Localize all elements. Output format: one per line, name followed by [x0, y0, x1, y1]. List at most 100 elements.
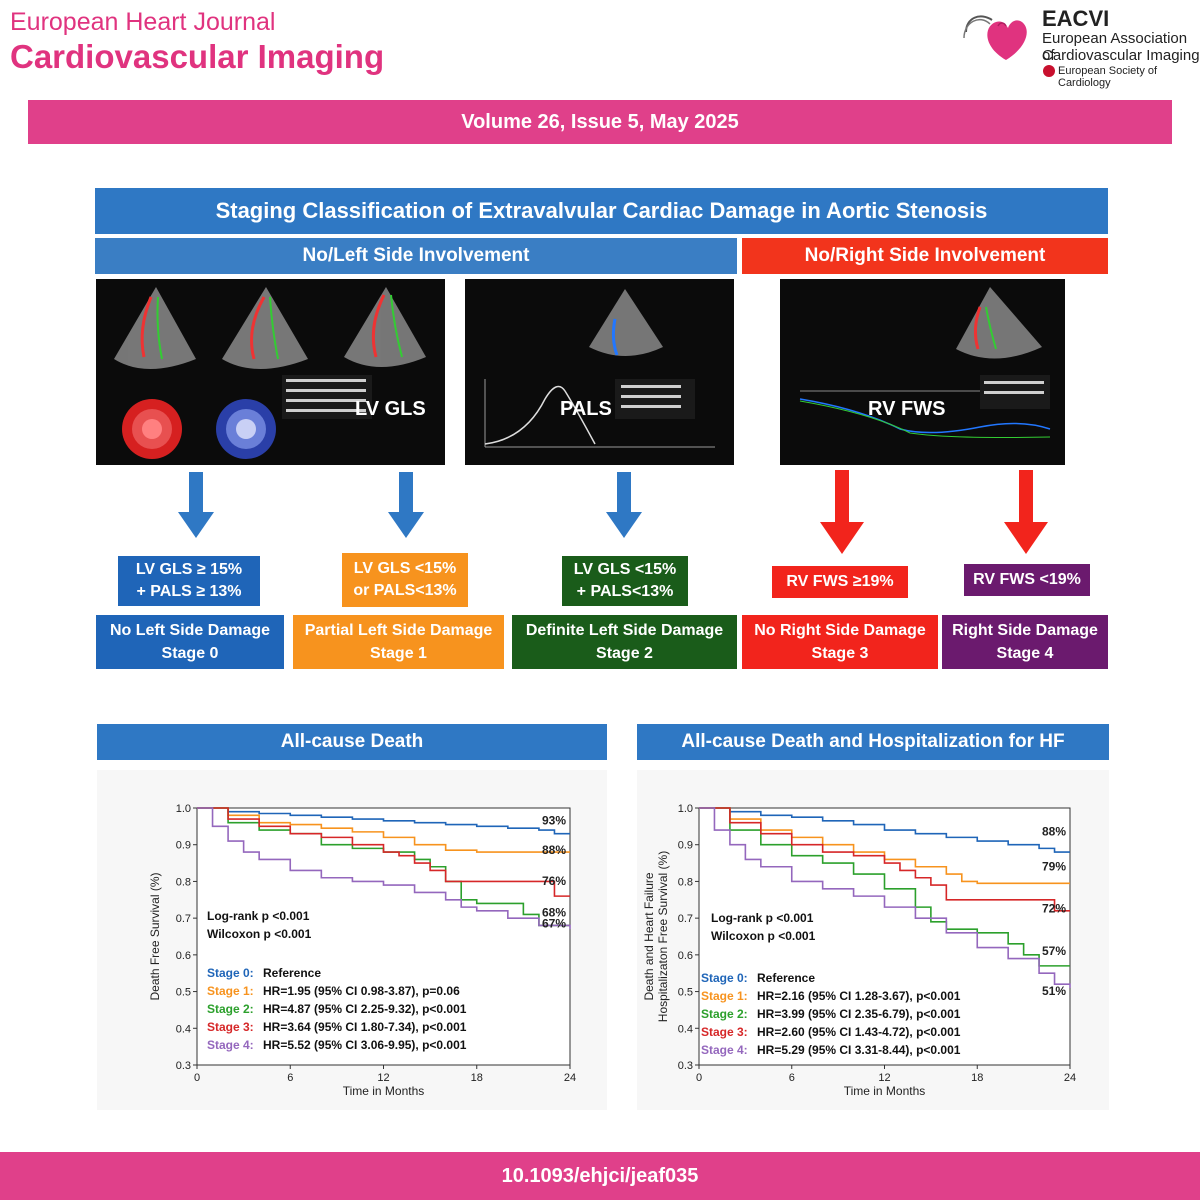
x-tick-label: 12 — [878, 1072, 890, 1084]
stage-number: Stage 1 — [370, 645, 427, 662]
legend-hr-4: HR=5.52 (95% CI 3.06-9.95), p<0.001 — [263, 1038, 467, 1052]
legend-stage-3: Stage 3: — [207, 1020, 254, 1034]
arrow-down-icon — [1004, 470, 1048, 556]
legend-hr-2: HR=3.99 (95% CI 2.35-6.79), p<0.001 — [757, 1007, 961, 1021]
y-tick-label: 0.9 — [678, 840, 693, 852]
stat-text: Log-rank p <0.001 — [207, 909, 310, 923]
km-curve-4 — [197, 807, 571, 930]
arrow-down-icon — [386, 472, 426, 542]
stage-number: Stage 0 — [161, 645, 219, 662]
criteria-line: + PALS ≥ 13% — [136, 583, 242, 600]
stage-name: No Left Side Damage — [109, 622, 271, 639]
km-curve-0 — [699, 807, 1070, 853]
legend-hr-3: HR=3.64 (95% CI 1.80-7.34), p<0.001 — [263, 1020, 467, 1034]
x-axis-label: Time in Months — [844, 1084, 926, 1098]
y-tick-label: 0.6 — [176, 950, 191, 962]
y-tick-label: 1.0 — [678, 803, 693, 815]
stage-name: Right Side Damage — [952, 622, 1098, 639]
stage2-box: Definite Left Side Damage Stage 2 — [512, 615, 737, 669]
stage0-box: No Left Side Damage Stage 0 — [96, 615, 284, 669]
end-label: 76% — [542, 874, 566, 888]
x-tick-label: 6 — [287, 1072, 293, 1084]
km-right-title: All-cause Death and Hospitalization for … — [637, 724, 1109, 760]
legend-hr-1: HR=1.95 (95% CI 0.98-3.87), p=0.06 — [263, 984, 460, 998]
criteria-line: RV FWS <19% — [973, 571, 1081, 588]
rv-fws-echo-image — [780, 279, 1065, 465]
y-tick-label: 0.3 — [176, 1060, 191, 1072]
criteria-stage0: LV GLS ≥ 15% + PALS ≥ 13% — [118, 556, 260, 606]
legend-stage-3: Stage 3: — [701, 1025, 748, 1039]
right-involvement-header: No/Right Side Involvement — [742, 238, 1108, 274]
arrow-down-icon — [604, 472, 644, 542]
pals-label: PALS — [560, 398, 612, 420]
rv-fws-label: RV FWS — [868, 398, 946, 420]
stage-name: Partial Left Side Damage — [304, 622, 493, 639]
stage3-box: No Right Side Damage Stage 3 — [742, 615, 938, 669]
y-tick-label: 0.8 — [678, 876, 693, 888]
end-label: 93% — [542, 814, 566, 828]
end-label: 72% — [1042, 902, 1066, 916]
stage-name: No Right Side Damage — [754, 622, 926, 639]
criteria-line: or PALS<13% — [353, 582, 457, 599]
km-chart-death: 0.3 0.4 0.5 0.6 0.7 0.8 0.9 1.0 0 6 12 18 24 Time in … — [97, 770, 607, 1110]
y-tick-label: 1.0 — [176, 803, 191, 815]
km-curve-0 — [197, 807, 570, 835]
end-label: 79% — [1042, 859, 1066, 873]
end-label: 67% — [542, 916, 566, 930]
y-tick-label: 0.6 — [678, 950, 693, 962]
y-axis-label: Death Free Survival (%) — [148, 872, 162, 1000]
lv-gls-echo-image — [96, 279, 445, 465]
y-tick-label: 0.4 — [176, 1023, 191, 1035]
y-tick-label: 0.7 — [176, 913, 191, 925]
esc-logo-icon — [1043, 65, 1055, 77]
km-curve-2 — [699, 807, 1070, 967]
stage1-box: Partial Left Side Damage Stage 1 — [293, 615, 504, 669]
stat-text: Log-rank p <0.001 — [711, 911, 814, 925]
society-name-line1: European Association of — [1042, 30, 1188, 64]
y-tick-label: 0.4 — [678, 1023, 693, 1035]
y-axis-label-line2: Hospitalizaton Free Survival (%) — [656, 851, 670, 1022]
society-abbreviation: EACVI — [1042, 6, 1110, 31]
km-left-title: All-cause Death — [97, 724, 607, 760]
abstract-title: Staging Classification of Extravalvular … — [95, 188, 1108, 234]
legend-stage-2: Stage 2: — [701, 1007, 748, 1021]
legend-hr-0: Reference — [263, 966, 321, 980]
x-tick-label: 6 — [789, 1072, 795, 1084]
legend-hr-4: HR=5.29 (95% CI 3.31-8.44), p<0.001 — [757, 1043, 961, 1057]
km-curve-4 — [699, 807, 1071, 988]
journal-name: European Heart Journal — [10, 8, 276, 36]
end-label: 88% — [1042, 825, 1066, 839]
km-chart-death-hf: 0.3 0.4 0.5 0.6 0.7 0.8 0.9 1.0 0 6 12 18 24 Time in … — [637, 770, 1109, 1110]
society-name-line2: Cardiovascular Imaging — [1042, 47, 1200, 64]
legend-hr-3: HR=2.60 (95% CI 1.43-4.72), p<0.001 — [757, 1025, 961, 1039]
stage4-box: Right Side Damage Stage 4 — [942, 615, 1108, 669]
legend-stage-0: Stage 0: — [701, 971, 748, 985]
x-tick-label: 0 — [194, 1072, 200, 1084]
stat-text: Wilcoxon p <0.001 — [207, 927, 312, 941]
stat-text: Wilcoxon p <0.001 — [711, 929, 816, 943]
y-tick-label: 0.9 — [176, 840, 191, 852]
x-tick-label: 24 — [564, 1072, 576, 1084]
y-tick-label: 0.7 — [678, 913, 693, 925]
volume-banner: Volume 26, Issue 5, May 2025 — [28, 100, 1172, 144]
stage-name: Definite Left Side Damage — [525, 622, 724, 639]
legend-hr-0: Reference — [757, 971, 815, 985]
eacvi-heart-logo-icon — [962, 8, 1034, 64]
y-tick-label: 0.5 — [176, 987, 191, 999]
end-label: 57% — [1042, 944, 1066, 958]
lv-gls-label: LV GLS — [355, 398, 426, 420]
criteria-line: LV GLS <15% — [353, 560, 457, 577]
legend-hr-1: HR=2.16 (95% CI 1.28-3.67), p<0.001 — [757, 989, 961, 1003]
arrow-down-icon — [176, 472, 216, 542]
x-tick-label: 24 — [1064, 1072, 1076, 1084]
legend-stage-4: Stage 4: — [701, 1043, 748, 1057]
criteria-stage1: LV GLS <15% or PALS<13% — [342, 553, 468, 607]
arrow-down-icon — [820, 470, 864, 556]
pals-echo-image — [465, 279, 734, 465]
y-tick-label: 0.5 — [678, 987, 693, 999]
criteria-line: RV FWS ≥19% — [786, 573, 894, 590]
left-involvement-header: No/Left Side Involvement — [95, 238, 737, 274]
criteria-stage3: RV FWS ≥19% — [772, 566, 908, 598]
km-curve-3 — [699, 807, 1070, 912]
x-axis-label: Time in Months — [343, 1084, 425, 1098]
